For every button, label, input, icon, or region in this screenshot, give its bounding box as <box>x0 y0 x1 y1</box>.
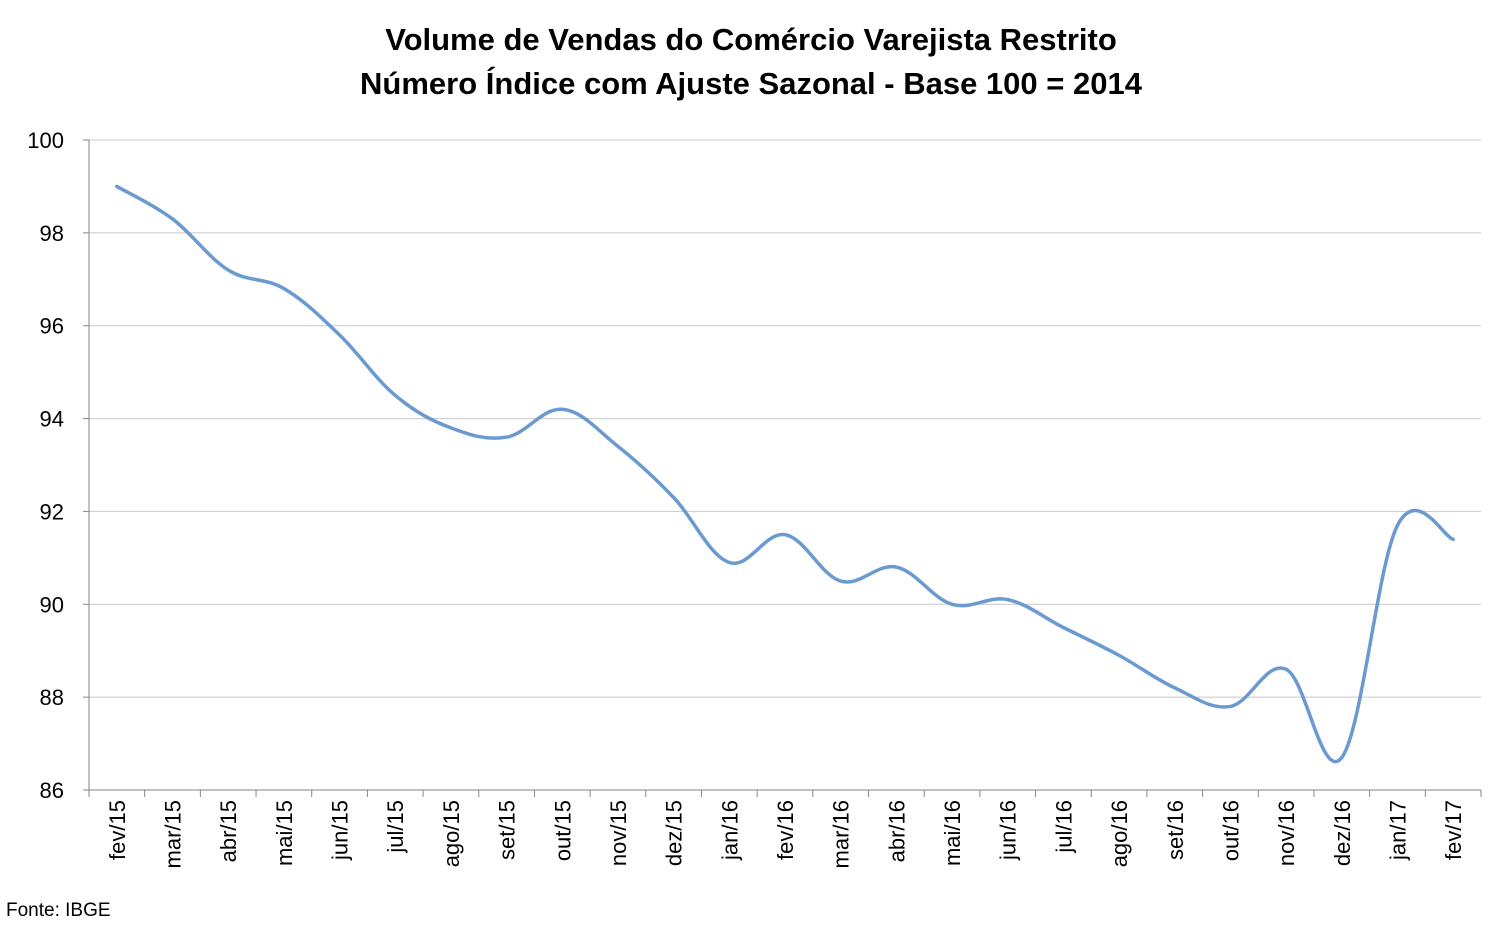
x-tick-label: mai/15 <box>272 800 297 866</box>
x-tick-label: jul/15 <box>383 800 408 854</box>
x-tick-label: abr/15 <box>216 800 241 862</box>
data-point <box>1061 626 1065 630</box>
axes <box>83 139 1482 797</box>
series-line <box>115 184 1455 764</box>
x-tick-label: nov/16 <box>1274 800 1299 866</box>
data-point <box>1395 523 1399 527</box>
x-tick-label: ago/15 <box>439 800 464 867</box>
data-point <box>226 268 230 272</box>
chart-title: Volume de Vendas do Comércio Varejista R… <box>385 22 1117 57</box>
x-tick-label: mar/15 <box>161 800 186 868</box>
x-tick-label: mai/16 <box>940 800 965 866</box>
data-point <box>1284 667 1288 671</box>
x-tick-label: fev/15 <box>105 800 130 860</box>
x-tick-label: mar/16 <box>829 800 854 868</box>
y-tick-label: 86 <box>40 778 64 803</box>
chart-subtitle: Número Índice com Ajuste Sazonal - Base … <box>360 66 1142 101</box>
data-point <box>1173 686 1177 690</box>
data-point <box>1228 704 1232 708</box>
x-tick-label: jan/16 <box>717 800 742 861</box>
x-tick-label: nov/15 <box>606 800 631 866</box>
x-tick-label: jun/16 <box>996 800 1021 861</box>
y-tick-label: 90 <box>40 592 64 617</box>
gridlines <box>89 139 1481 698</box>
source-note: Fonte: IBGE <box>6 900 111 921</box>
data-point <box>393 393 397 397</box>
data-point <box>1340 756 1344 760</box>
data-point <box>783 533 787 537</box>
data-point <box>894 565 898 569</box>
y-tick-label: 94 <box>40 407 64 432</box>
y-tick-label: 88 <box>40 685 64 710</box>
x-tick-label: abr/16 <box>884 800 909 862</box>
data-point <box>560 407 564 411</box>
y-tick-label: 92 <box>40 499 64 524</box>
y-tick-label: 100 <box>27 128 64 153</box>
data-point <box>338 333 342 337</box>
x-tick-label: jun/15 <box>328 800 353 861</box>
data-point <box>1451 537 1455 541</box>
data-point <box>115 184 119 188</box>
y-axis-ticks: 86 88 90 92 94 96 98 100 <box>27 128 64 803</box>
x-tick-label: dez/15 <box>662 800 687 866</box>
x-tick-label: fev/16 <box>773 800 798 860</box>
data-point <box>839 579 843 583</box>
x-tick-label: dez/16 <box>1330 800 1355 866</box>
x-tick-label: jan/17 <box>1385 800 1410 861</box>
x-tick-label: fev/17 <box>1441 800 1466 860</box>
data-point <box>950 602 954 606</box>
x-tick-label: set/15 <box>495 800 520 860</box>
data-point <box>171 217 175 221</box>
data-point <box>449 426 453 430</box>
y-tick-label: 98 <box>40 221 64 246</box>
data-point <box>505 435 509 439</box>
data-point <box>1117 653 1121 657</box>
x-tick-label: out/15 <box>550 800 575 861</box>
x-axis-ticks: fev/15 mar/15 abr/15 mai/15 jun/15 jul/15 ago/… <box>105 800 1466 868</box>
data-point <box>616 444 620 448</box>
data-point <box>672 496 676 500</box>
x-tick-label: out/16 <box>1218 800 1243 861</box>
series-group <box>115 184 1455 764</box>
data-point <box>727 561 731 565</box>
data-point <box>1006 598 1010 602</box>
y-tick-label: 96 <box>40 314 64 339</box>
data-point <box>282 287 286 291</box>
x-tick-label: ago/16 <box>1107 800 1132 867</box>
x-tick-label: jul/16 <box>1051 800 1076 854</box>
x-tick-label: set/16 <box>1163 800 1188 860</box>
